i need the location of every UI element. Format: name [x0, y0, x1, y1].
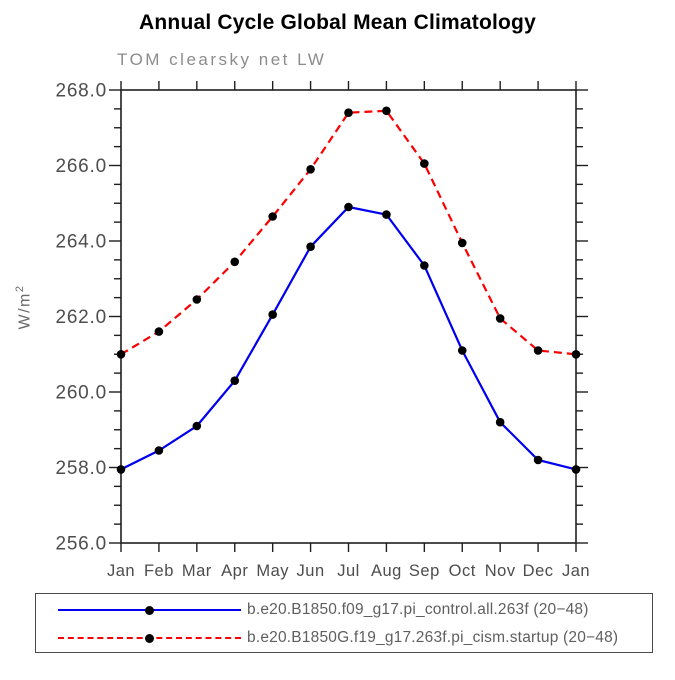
x-axis-tick-labels: Jan Feb Mar Apr May Jun Jul Aug Sep Oct Nov Dec Jan [107, 562, 590, 580]
legend-marker-dot-icon [145, 633, 154, 643]
legend-sample-red-dashed [58, 625, 241, 651]
legend-marker-dot-icon [145, 605, 154, 615]
legend-sample-blue-solid [58, 597, 241, 623]
svg-text:Jan: Jan [107, 562, 135, 580]
y-axis-ticks [109, 89, 588, 544]
legend-row-control: b.e20.B1850.f09_g17.pi_control.all.263f … [36, 597, 652, 623]
svg-text:Apr: Apr [221, 562, 248, 580]
svg-text:Mar: Mar [182, 562, 212, 580]
series-markers-0 [116, 202, 581, 474]
svg-text:256.0: 256.0 [55, 534, 107, 555]
y-axis-tick-labels: 268.0 266.0 264.0 262.0 260.0 258.0 256.0 [55, 81, 107, 555]
svg-text:268.0: 268.0 [55, 81, 107, 102]
legend-row-startup: b.e20.B1850G.f19_g17.263f.pi_cism.startu… [36, 625, 652, 651]
svg-text:264.0: 264.0 [55, 232, 107, 253]
svg-text:Jul: Jul [337, 562, 360, 580]
svg-text:Feb: Feb [144, 562, 174, 580]
svg-text:Sep: Sep [409, 562, 440, 580]
legend: b.e20.B1850.f09_g17.pi_control.all.263f … [35, 593, 653, 653]
series-line-0 [120, 205, 577, 471]
chart-title: Annual Cycle Global Mean Climatology [139, 11, 536, 34]
svg-text:Oct: Oct [449, 562, 476, 580]
svg-text:Jan: Jan [562, 562, 590, 580]
svg-text:258.0: 258.0 [55, 458, 107, 479]
svg-text:260.0: 260.0 [55, 383, 107, 404]
svg-text:Aug: Aug [371, 562, 402, 580]
series-line-1 [120, 109, 577, 356]
svg-text:Dec: Dec [523, 562, 554, 580]
svg-text:Jun: Jun [297, 562, 325, 580]
chart-subtitle: TOM clearsky net LW [117, 50, 327, 69]
legend-label-control: b.e20.B1850.f09_g17.pi_control.all.263f … [247, 601, 589, 618]
series-markers-1 [116, 106, 581, 359]
svg-text:266.0: 266.0 [55, 156, 107, 177]
svg-text:262.0: 262.0 [55, 307, 107, 328]
legend-label-startup: b.e20.B1850G.f19_g17.263f.pi_cism.startu… [247, 629, 619, 646]
plot-frame [120, 89, 577, 544]
x-axis-ticks [120, 81, 577, 552]
svg-text:Nov: Nov [485, 562, 516, 580]
svg-text:May: May [256, 562, 289, 580]
